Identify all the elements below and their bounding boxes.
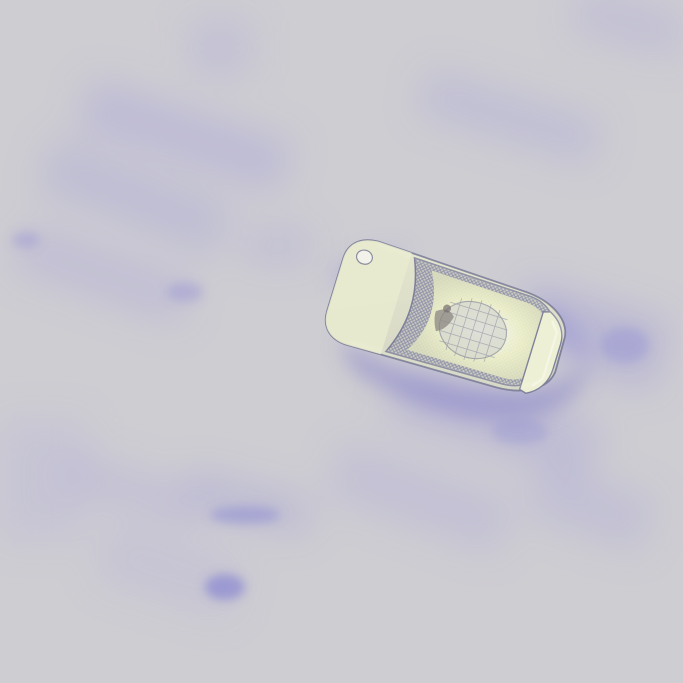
water-ripple — [0, 420, 85, 540]
water-ripple — [182, 470, 313, 536]
water-ripple — [190, 20, 250, 75]
water-ripple — [77, 78, 293, 194]
water-ripple — [524, 462, 656, 552]
seated-person — [434, 309, 454, 332]
water-spot — [12, 232, 40, 248]
water-ripple — [36, 137, 234, 258]
water-ripple — [570, 0, 683, 59]
water-ripple — [245, 230, 310, 262]
person-head — [443, 304, 452, 313]
boat — [324, 239, 567, 394]
navigation-light — [355, 249, 373, 265]
water-ripple — [417, 69, 603, 166]
water-ripple — [57, 450, 208, 530]
water-spot — [601, 327, 649, 363]
boat-bow — [325, 240, 412, 355]
water-ripple — [325, 442, 515, 554]
water-dark-spots — [12, 232, 649, 600]
wake-shadow — [338, 337, 588, 421]
deck-hatch-grid — [439, 298, 508, 362]
water-spot — [205, 574, 245, 600]
water-ripple — [94, 520, 246, 620]
hull-outline-highlight — [348, 244, 562, 387]
water-ripple — [11, 222, 194, 326]
water-spot — [492, 419, 548, 445]
water-spot — [210, 506, 280, 524]
water-spot — [167, 282, 203, 302]
